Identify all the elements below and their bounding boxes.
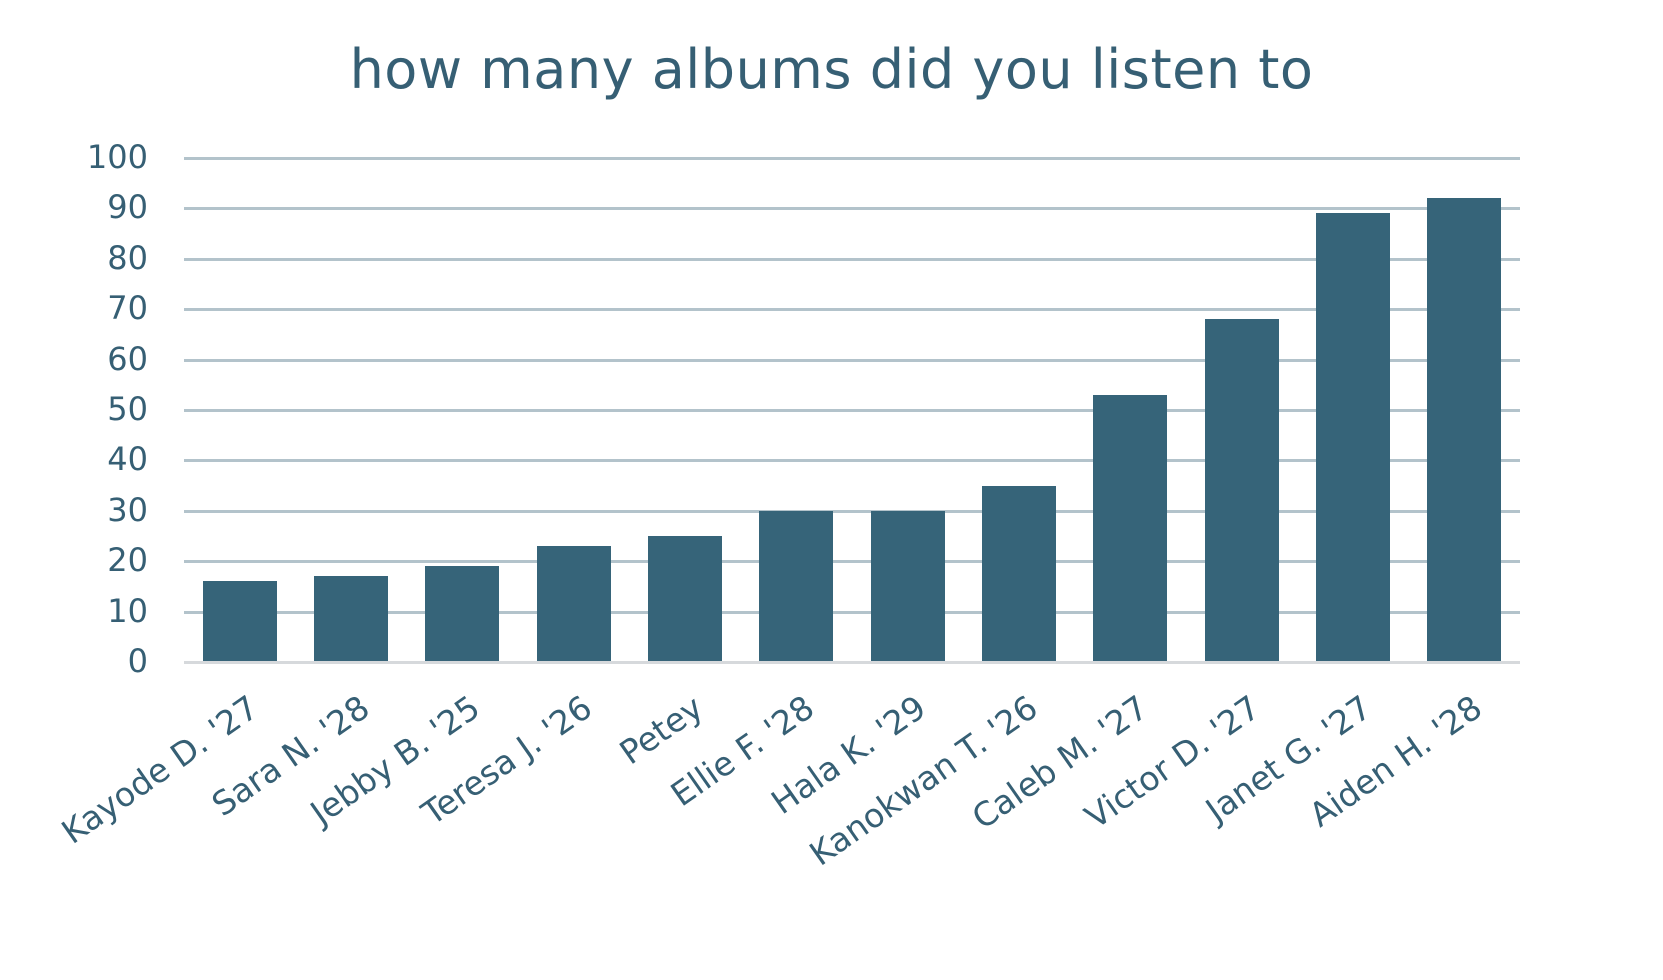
bar — [1204, 319, 1279, 661]
bar — [536, 546, 611, 661]
bar — [870, 510, 945, 661]
chart-title: how many albums did you listen to — [349, 38, 1314, 101]
y-tick-label: 0 — [127, 642, 148, 680]
bar — [314, 576, 388, 661]
gridline — [184, 610, 1520, 614]
gridline — [184, 157, 1520, 160]
bar — [202, 581, 277, 661]
x-axis-line — [184, 661, 1520, 664]
x-tick-label: Kayode D. '27 — [54, 687, 266, 852]
gridline — [184, 207, 1520, 211]
bar — [1427, 198, 1502, 661]
bar — [1093, 394, 1168, 661]
bar — [648, 536, 722, 661]
y-tick-label: 40 — [107, 440, 148, 479]
gridline — [184, 409, 1520, 412]
gridline — [184, 560, 1520, 564]
y-tick-label: 20 — [107, 541, 148, 580]
gridline — [184, 459, 1520, 463]
y-tick-label: 70 — [107, 289, 148, 328]
bar — [425, 566, 500, 661]
plot-area — [184, 157, 1520, 664]
y-tick-label: 30 — [107, 490, 148, 529]
gridline — [184, 509, 1520, 513]
y-tick-label: 90 — [107, 188, 148, 227]
y-tick-label: 100 — [86, 138, 148, 176]
y-tick-label: 60 — [107, 339, 148, 378]
bar — [759, 510, 834, 661]
y-tick-label: 50 — [107, 390, 148, 428]
bar — [982, 485, 1056, 661]
gridline — [184, 308, 1520, 312]
y-tick-label: 80 — [107, 238, 148, 277]
bar — [1316, 213, 1390, 661]
gridline — [184, 358, 1520, 362]
y-tick-label: 10 — [107, 591, 148, 630]
gridline — [184, 257, 1520, 261]
